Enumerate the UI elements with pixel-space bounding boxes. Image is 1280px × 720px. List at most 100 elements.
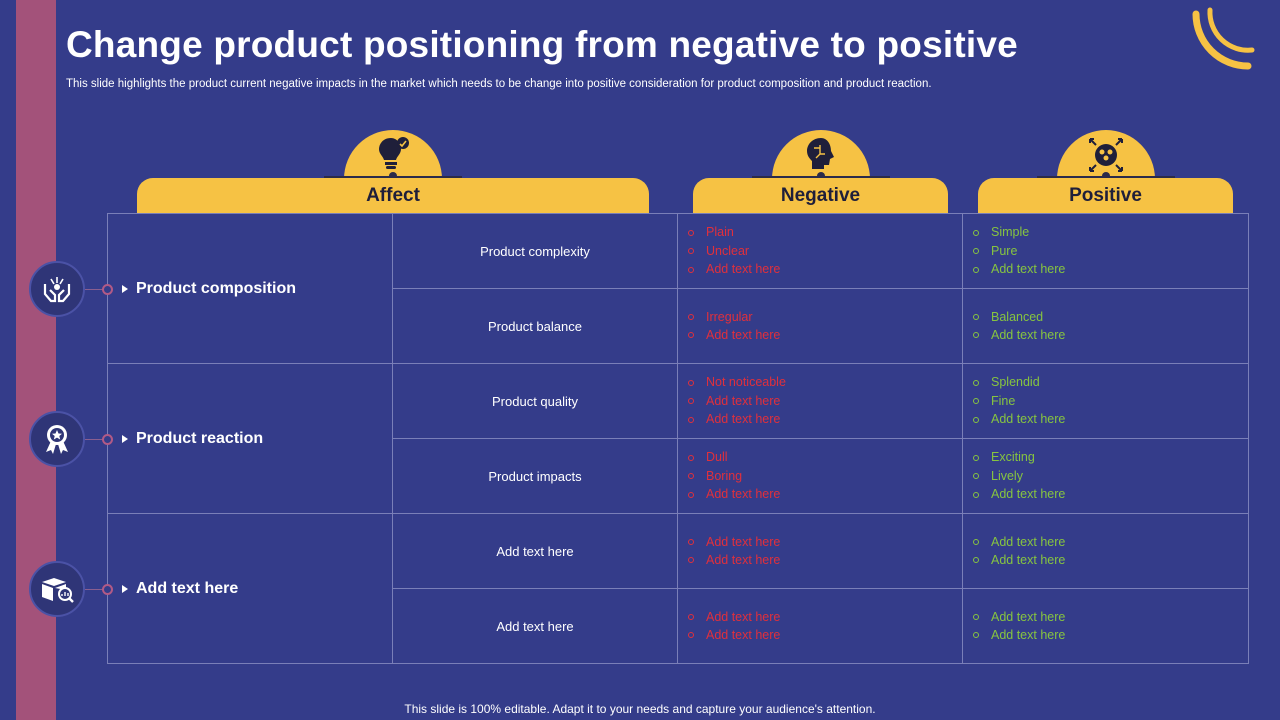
negative-item-text: Not noticeable — [706, 375, 786, 390]
list-item: Add text here — [688, 608, 962, 627]
connector-ring — [102, 434, 113, 445]
positive-item-text: Add text here — [991, 412, 1066, 427]
group-label: Add text here — [136, 579, 239, 597]
positive-item-text: Splendid — [991, 375, 1040, 390]
negative-item-text: Irregular — [706, 309, 753, 324]
bullet-icon — [688, 613, 694, 620]
negative-item-text: Add text here — [706, 534, 781, 549]
list-item: Irregular — [688, 308, 962, 327]
page-subtitle: This slide highlights the product curren… — [66, 78, 932, 90]
list-item: Add text here — [973, 626, 1248, 645]
group-cell-product-reaction: Product reaction — [107, 363, 393, 514]
connector-arrow-icon — [122, 435, 128, 443]
puzzle-head-icon — [807, 138, 834, 169]
negative-item-text: Dull — [706, 450, 728, 465]
negative-list: Irregular Add text here — [677, 288, 963, 364]
bullet-icon — [973, 379, 979, 386]
negative-item-text: Add text here — [706, 628, 781, 642]
award-badge-icon — [46, 425, 68, 454]
connector-arrow-icon — [122, 285, 128, 293]
lightbulb-like-icon — [379, 137, 409, 169]
bullet-icon — [688, 266, 694, 273]
footer-note: This slide is 100% editable. Adapt it to… — [404, 702, 876, 716]
bullet-icon — [973, 266, 979, 273]
list-item: Pure — [973, 242, 1248, 261]
negative-item-text: Plain — [706, 225, 734, 240]
negative-item-text: Add text here — [706, 393, 781, 408]
affect-cell: Product balance — [392, 288, 678, 364]
bullet-icon — [973, 416, 979, 423]
list-item: Boring — [688, 467, 962, 486]
list-item: Add text here — [973, 326, 1248, 345]
affect-header: Affect — [137, 178, 649, 214]
connector-ring — [102, 284, 113, 295]
bullet-icon — [688, 416, 694, 423]
list-item: Balanced — [973, 308, 1248, 327]
negative-header: Negative — [693, 178, 948, 214]
negative-item-text: Add text here — [706, 609, 781, 624]
list-item: Add text here — [973, 260, 1248, 279]
bullet-icon — [688, 332, 694, 339]
bullet-icon — [973, 248, 979, 254]
group-icon-circle-composition — [29, 261, 85, 317]
affect-cell: Add text here — [392, 513, 678, 589]
positive-item-text: Add text here — [991, 628, 1066, 642]
affect-cell: Product complexity — [392, 213, 678, 289]
list-item: Add text here — [688, 410, 962, 429]
positive-item-text: Fine — [991, 393, 1016, 408]
positive-list: Balanced Add text here — [962, 288, 1249, 364]
positive-item-text: Exciting — [991, 450, 1035, 465]
negative-item-text: Add text here — [706, 553, 781, 567]
list-item: Add text here — [688, 485, 962, 504]
bullet-icon — [973, 332, 979, 339]
bullet-icon — [688, 557, 694, 564]
negative-list: Not noticeable Add text here Add text he… — [677, 363, 963, 439]
positive-item-text: Add text here — [991, 487, 1066, 502]
bullet-icon — [973, 398, 979, 404]
list-item: Add text here — [688, 626, 962, 645]
bullet-icon — [973, 473, 979, 479]
negative-item-text: Add text here — [706, 487, 781, 502]
list-item: Dull — [688, 448, 962, 467]
positive-list: Exciting Lively Add text here — [962, 438, 1249, 514]
positive-header: Positive — [978, 178, 1233, 214]
group-cell-product-composition: Product composition — [107, 213, 393, 364]
positive-item-text: Add text here — [991, 534, 1066, 549]
positive-item-text: Add text here — [991, 262, 1066, 277]
group-cell-add-text: Add text here — [107, 513, 393, 664]
bullet-icon — [688, 454, 694, 461]
list-item: Add text here — [973, 485, 1248, 504]
bullet-icon — [688, 538, 694, 545]
affect-cell: Add text here — [392, 588, 678, 664]
list-item: Add text here — [973, 608, 1248, 627]
bullet-icon — [688, 379, 694, 386]
list-item: Fine — [973, 392, 1248, 411]
bullet-icon — [973, 557, 979, 564]
connector-line — [85, 289, 107, 290]
group-icon-circle-add-text — [29, 561, 85, 617]
negative-item-text: Add text here — [706, 412, 781, 427]
positive-list: Splendid Fine Add text here — [962, 363, 1249, 439]
bullet-icon — [688, 398, 694, 404]
bullet-icon — [973, 313, 979, 320]
affect-dome-dot — [389, 172, 397, 180]
negative-list: Dull Boring Add text here — [677, 438, 963, 514]
negative-list: Plain Unclear Add text here — [677, 213, 963, 289]
list-item: Lively — [973, 467, 1248, 486]
page-title: Change product positioning from negative… — [66, 24, 1018, 65]
hands-plant-icon — [43, 277, 71, 303]
list-item: Splendid — [973, 373, 1248, 392]
bullet-icon — [973, 491, 979, 498]
positive-item-text: Add text here — [991, 553, 1066, 567]
list-item: Add text here — [688, 392, 962, 411]
connector-arrow-icon — [122, 585, 128, 593]
positioning-table: Product composition Product reaction Add… — [107, 213, 1249, 664]
positive-item-text: Add text here — [991, 609, 1066, 624]
connector-ring — [102, 584, 113, 595]
connector-line — [85, 439, 107, 440]
bullet-icon — [688, 313, 694, 320]
list-item: Add text here — [973, 551, 1248, 570]
negative-list: Add text here Add text here — [677, 588, 963, 664]
team-arrows-icon — [1089, 138, 1123, 172]
group-label: Product reaction — [136, 429, 264, 447]
